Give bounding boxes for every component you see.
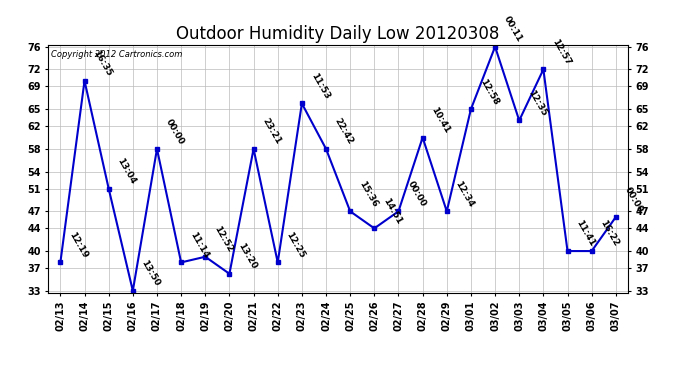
Text: 12:58: 12:58: [478, 77, 500, 106]
Text: 00:00: 00:00: [164, 117, 186, 146]
Text: 11:14: 11:14: [188, 230, 210, 260]
Text: 12:34: 12:34: [454, 179, 476, 209]
Text: 12:19: 12:19: [68, 230, 90, 260]
Text: 16:22: 16:22: [599, 219, 621, 248]
Text: 00:00: 00:00: [623, 185, 644, 214]
Text: 12:25: 12:25: [285, 230, 307, 260]
Text: 00:00: 00:00: [406, 180, 427, 209]
Text: 11:53: 11:53: [309, 71, 331, 101]
Text: 13:04: 13:04: [116, 156, 138, 186]
Text: 16:35: 16:35: [92, 49, 114, 78]
Text: 23:21: 23:21: [261, 117, 283, 146]
Text: Copyright 2012 Cartronics.com: Copyright 2012 Cartronics.com: [51, 50, 183, 59]
Text: 13:20: 13:20: [237, 242, 259, 271]
Text: 15:36: 15:36: [357, 179, 380, 209]
Text: 11:41: 11:41: [575, 219, 597, 248]
Text: 10:41: 10:41: [430, 105, 452, 135]
Text: 13:50: 13:50: [140, 259, 162, 288]
Text: 12:35: 12:35: [526, 88, 549, 118]
Text: 14:51: 14:51: [382, 196, 404, 226]
Text: 12:57: 12:57: [551, 37, 573, 67]
Text: 22:42: 22:42: [333, 117, 355, 146]
Title: Outdoor Humidity Daily Low 20120308: Outdoor Humidity Daily Low 20120308: [177, 26, 500, 44]
Text: 00:11: 00:11: [502, 15, 524, 44]
Text: 12:52: 12:52: [213, 225, 235, 254]
